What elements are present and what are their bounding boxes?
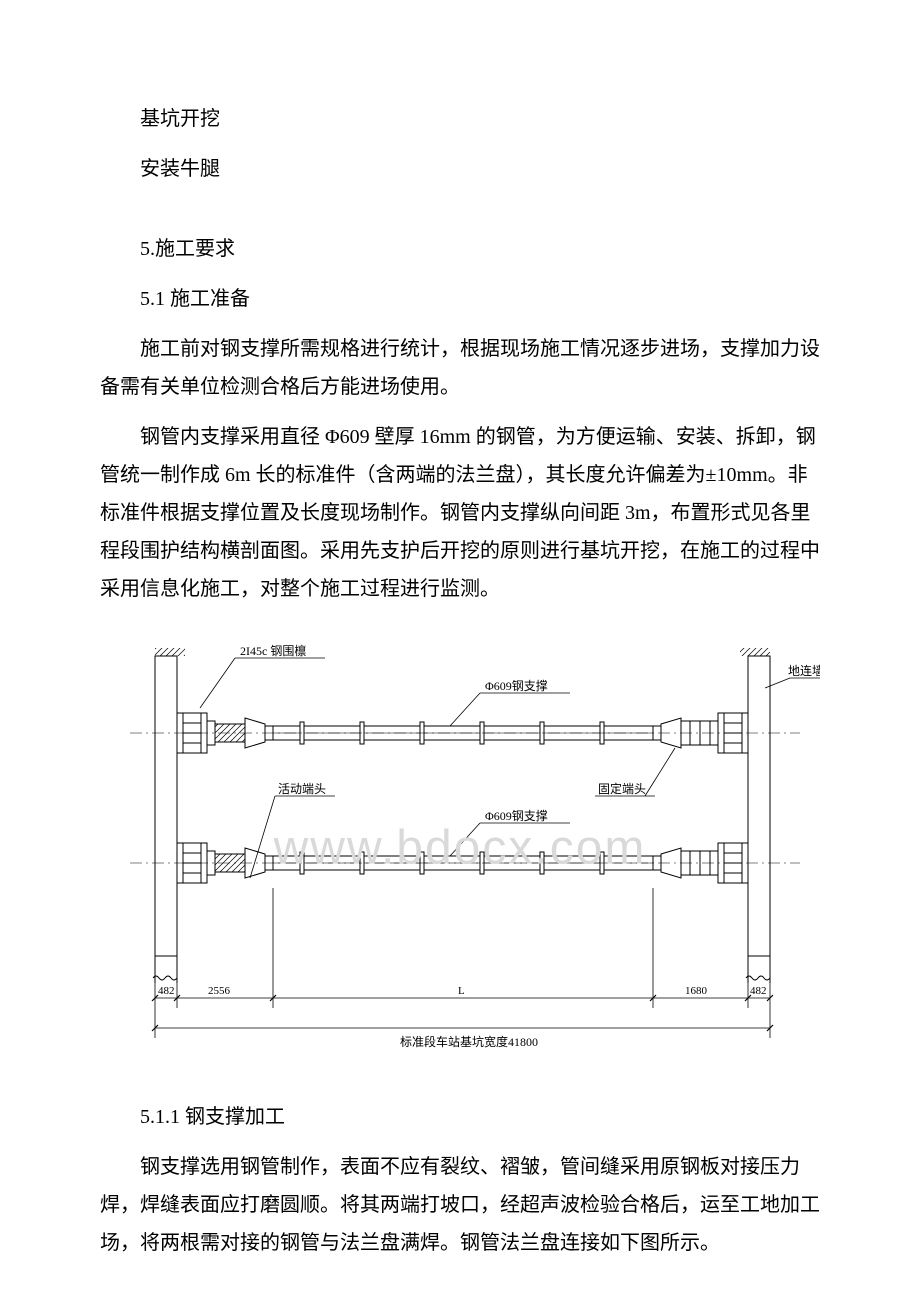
label-wall: 地连墙 bbox=[788, 663, 820, 678]
diagram-caption: 标准段车站基坑宽度41800 bbox=[400, 1034, 538, 1049]
label-strut-upper: Φ609钢支撑 bbox=[485, 678, 548, 693]
dim-L: L bbox=[458, 985, 465, 997]
label-movable: 活动端头 bbox=[278, 782, 326, 796]
dim-482b: 482 bbox=[750, 985, 767, 997]
para-prep: 施工前对钢支撑所需规格进行统计，根据现场施工情况逐步进场，支撑加力设备需有关单位… bbox=[100, 330, 820, 406]
heading-5: 5.施工要求 bbox=[100, 230, 820, 268]
label-fixed: 固定端头 bbox=[598, 781, 646, 796]
para-excavation: 基坑开挖 bbox=[100, 100, 820, 138]
label-waler: 2I45c 钢围檩 bbox=[240, 643, 306, 658]
diagram-svg: 2I45c 钢围檩 Φ609钢支撑 Φ609钢支撑 地连墙 活动端头 固定端头 bbox=[100, 638, 820, 1058]
label-strut-lower: Φ609钢支撑 bbox=[485, 808, 548, 823]
heading-5-1: 5.1 施工准备 bbox=[100, 280, 820, 318]
para-install: 安装牛腿 bbox=[100, 150, 820, 188]
dim-482a: 482 bbox=[158, 985, 175, 997]
strut-diagram: www.bdocx.com bbox=[100, 638, 820, 1058]
dim-2556: 2556 bbox=[208, 985, 231, 997]
dim-1680: 1680 bbox=[685, 985, 708, 997]
para-fabrication: 钢支撑选用钢管制作，表面不应有裂纹、褶皱，管间缝采用原钢板对接压力焊，焊缝表面应… bbox=[100, 1148, 820, 1262]
gap bbox=[100, 200, 820, 230]
heading-5-1-1: 5.1.1 钢支撑加工 bbox=[100, 1098, 820, 1136]
para-spec: 钢管内支撑采用直径 Φ609 壁厚 16mm 的钢管，为方便运输、安装、拆卸，钢… bbox=[100, 418, 820, 608]
